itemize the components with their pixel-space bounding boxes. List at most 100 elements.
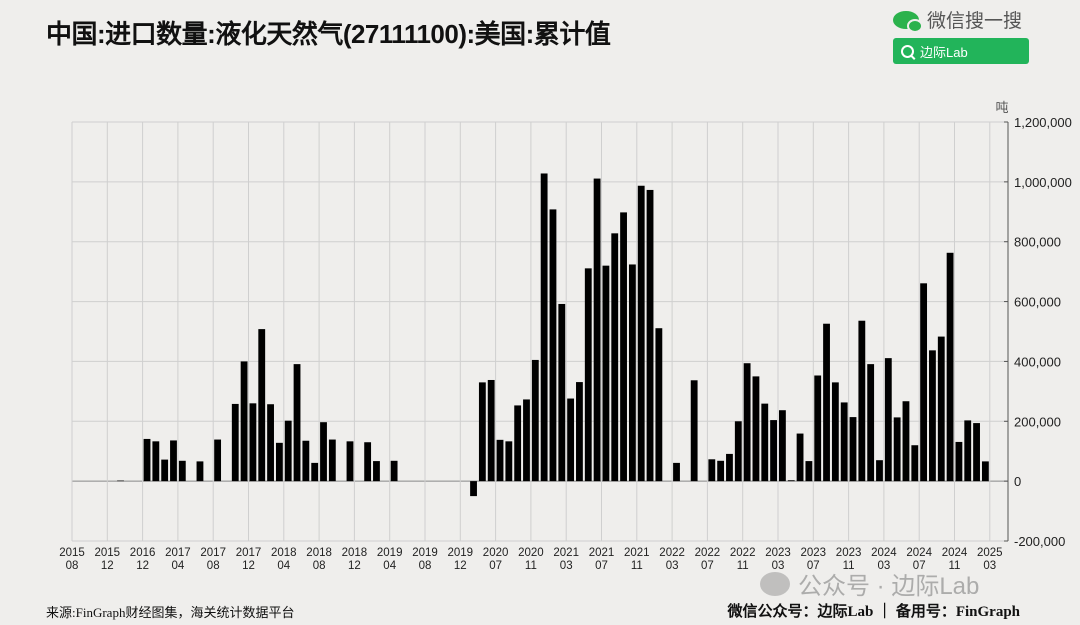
bar [761, 403, 769, 482]
bar [973, 423, 980, 482]
watermark-text: 公众号 · 边际Lab [798, 573, 980, 600]
bar [655, 328, 663, 482]
bar [523, 399, 530, 482]
bar [311, 462, 319, 482]
x-tick-year: 2023 [801, 547, 827, 559]
bar [876, 460, 883, 482]
bar [929, 350, 936, 482]
x-tick-year: 2018 [306, 547, 332, 559]
bar [196, 461, 204, 482]
bar [602, 265, 610, 482]
bar [470, 481, 477, 497]
bar [717, 460, 725, 482]
x-tick-month: 12 [348, 560, 361, 572]
bar [646, 189, 654, 482]
wechat-search-text: 微信搜一搜 [927, 11, 1023, 32]
x-tick-year: 2020 [483, 547, 509, 559]
x-tick-year: 2024 [871, 547, 897, 559]
x-tick-year: 2018 [271, 547, 297, 559]
bar [576, 382, 583, 482]
bar [920, 283, 928, 482]
bars [117, 173, 989, 497]
bar [514, 405, 522, 482]
y-tick-label: 0 [1014, 474, 1021, 489]
bar [505, 441, 513, 482]
x-tick-month: 07 [489, 560, 502, 572]
x-tick-year: 2021 [553, 547, 579, 559]
x-tick-month: 11 [843, 560, 855, 572]
x-tick-year: 2017 [236, 547, 262, 559]
bar [496, 439, 504, 482]
bar [849, 417, 857, 482]
bar [743, 363, 751, 482]
bar [955, 441, 963, 482]
x-tick-year: 2017 [200, 547, 226, 559]
bar [240, 361, 248, 482]
bar [346, 441, 354, 482]
search-icon [901, 44, 914, 58]
bar [831, 382, 839, 482]
bar [170, 440, 177, 482]
x-tick-year: 2021 [589, 547, 615, 559]
bar [981, 461, 989, 482]
x-tick-year: 2025 [977, 547, 1003, 559]
bar [549, 209, 557, 482]
y-tick-label: 200,000 [1014, 414, 1061, 429]
bar [787, 480, 795, 482]
x-tick-year: 2017 [165, 547, 191, 559]
bar [637, 185, 645, 482]
x-tick-month: 12 [101, 560, 114, 572]
bar [364, 442, 372, 482]
chart-title: 中国:进口数量:液化天然气(27111100):美国:累计值 [46, 19, 611, 49]
credit-note: 微信公众号：边际Lab ｜ 备用号：FinGraph [727, 604, 1020, 620]
watermark: 公众号 · 边际Lab [760, 566, 979, 601]
bar [690, 380, 698, 482]
x-tick-month: 07 [807, 560, 820, 572]
bar [214, 439, 222, 482]
bar [964, 420, 972, 482]
bar [611, 233, 619, 482]
axes: -200,000 0 200,000 400,000 600,000 800,000 1,0… [59, 100, 1072, 572]
bar [373, 461, 380, 482]
x-tick-month: 11 [737, 560, 749, 572]
y-tick-label: 800,000 [1014, 235, 1061, 250]
x-tick-month: 08 [419, 560, 432, 572]
x-tick-year: 2016 [130, 547, 156, 559]
bar [858, 320, 866, 482]
x-tick-year: 2022 [695, 547, 721, 559]
bar [293, 364, 301, 482]
x-tick-year: 2019 [412, 547, 438, 559]
y-tick-label: 1,000,000 [1014, 175, 1072, 190]
bar [726, 453, 733, 482]
x-tick-month: 11 [949, 560, 961, 572]
bar [540, 173, 548, 482]
bar [823, 323, 830, 482]
bar [143, 438, 151, 482]
y-tick-label: 600,000 [1014, 295, 1061, 310]
x-tick-month: 07 [595, 560, 608, 572]
x-tick-month: 08 [66, 560, 79, 572]
bar [708, 459, 716, 482]
bar [531, 359, 539, 482]
bar [117, 480, 124, 482]
x-tick-year: 2015 [59, 547, 85, 559]
bar [796, 433, 804, 482]
search-button[interactable]: 边际Lab [893, 38, 1029, 64]
x-tick-month: 04 [172, 560, 185, 572]
x-tick-month: 03 [878, 560, 891, 572]
x-tick-month: 12 [454, 560, 467, 572]
wechat-icon [893, 10, 923, 33]
bar [161, 459, 169, 482]
x-tick-month: 12 [242, 560, 255, 572]
bar [620, 212, 627, 482]
x-tick-year: 2024 [942, 547, 968, 559]
search-button-label: 边际Lab [920, 44, 968, 60]
bar [884, 358, 892, 482]
bar [867, 364, 875, 482]
x-tick-month: 04 [383, 560, 396, 572]
bar [911, 445, 919, 482]
x-tick-year: 2023 [765, 547, 791, 559]
x-tick-month: 11 [631, 560, 643, 572]
source-note: 来源:FinGraph财经图集，海关统计数据平台 [46, 605, 295, 620]
